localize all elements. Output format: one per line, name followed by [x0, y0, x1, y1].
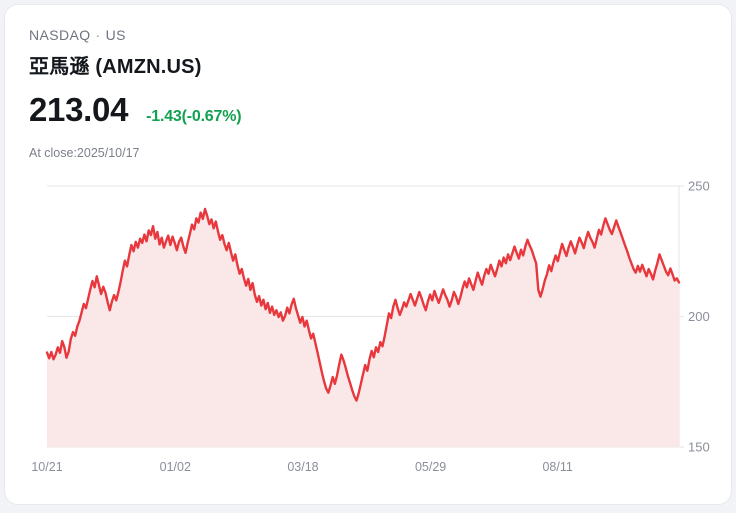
current-price: 213.04 — [29, 91, 129, 128]
y-axis-tick-label: 200 — [688, 309, 710, 324]
x-axis-labels: 10/21 01/02 03/18 05/29 08/11 — [31, 460, 573, 474]
price-chart-svg[interactable]: 250 200 150 10/21 01/02 03/18 05/29 08/11 — [5, 170, 732, 490]
price-area-fill — [47, 208, 679, 447]
price-line — [45, 207, 681, 402]
x-axis-tick-label: 03/18 — [287, 460, 318, 474]
market-status-label: At close:2025/10/17 — [29, 146, 140, 160]
price-change: -1.43(-0.67%) — [146, 108, 242, 125]
exchange-region-label: NASDAQ · US — [29, 27, 126, 43]
y-axis-labels: 250 200 150 — [679, 179, 710, 455]
y-axis-tick-label: 150 — [688, 440, 710, 455]
separator-dot: · — [95, 27, 101, 43]
x-axis-tick-label: 01/02 — [160, 460, 191, 474]
page-title: 亞馬遜 (AMZN.US) — [29, 56, 202, 78]
y-axis-tick-label: 250 — [688, 179, 710, 194]
price-row: 213.04 -1.43(-0.67%) — [29, 91, 242, 129]
price-chart[interactable]: 250 200 150 10/21 01/02 03/18 05/29 08/11 — [5, 170, 732, 490]
x-axis-tick-label: 10/21 — [31, 460, 62, 474]
exchange-name: NASDAQ — [29, 27, 91, 43]
x-axis-tick-label: 08/11 — [542, 460, 572, 474]
x-axis-tick-label: 05/29 — [415, 460, 446, 474]
stock-quote-card: NASDAQ · US 亞馬遜 (AMZN.US) 213.04 -1.43(-0.… — [4, 4, 732, 505]
region-name: US — [105, 27, 126, 43]
